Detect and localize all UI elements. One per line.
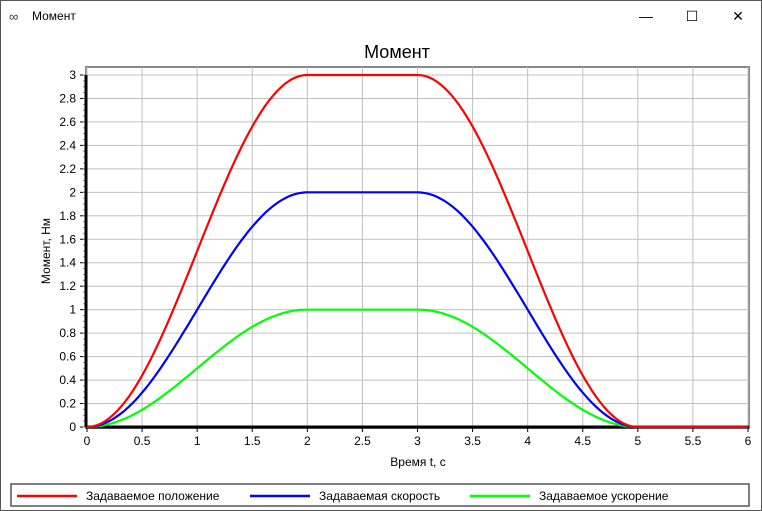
y-tick-label: 2.8	[59, 91, 76, 105]
x-tick-label: 2	[304, 434, 311, 448]
y-tick-label: 1.6	[59, 232, 76, 246]
y-tick-label: 1.8	[59, 209, 76, 223]
x-tick-label: 3.5	[464, 434, 481, 448]
x-tick-label: 1	[194, 434, 201, 448]
y-tick-label: 2.6	[59, 115, 76, 129]
y-tick-label: 0.8	[59, 326, 76, 340]
y-tick-label: 2.2	[59, 162, 76, 176]
title-bar: ∞ Момент — ☐ ✕	[1, 1, 761, 32]
x-tick-label: 6	[745, 434, 752, 448]
app-link-icon: ∞	[9, 9, 19, 24]
x-tick-label: 4	[524, 434, 531, 448]
series-line	[86, 73, 748, 429]
x-tick-label: 0.5	[134, 434, 151, 448]
x-tick-label: 5.5	[685, 434, 702, 448]
y-tick-label: 3	[69, 68, 76, 82]
x-axis-label: Время t, с	[390, 455, 445, 469]
y-tick-label: 1.4	[59, 256, 76, 270]
y-tick-label: 2.4	[59, 138, 76, 152]
x-tick-label: 1.5	[244, 434, 261, 448]
chart-title: Момент	[364, 42, 430, 62]
close-button[interactable]: ✕	[732, 8, 744, 24]
y-tick-label: 2	[69, 185, 76, 199]
x-tick-label: 3	[414, 434, 421, 448]
y-tick-label: 0	[69, 420, 76, 434]
legend-label: Задаваемое ускорение	[539, 489, 669, 503]
y-axis-label: Момент, Нм	[39, 218, 53, 284]
maximize-button[interactable]: ☐	[685, 8, 699, 24]
legend	[10, 483, 750, 507]
x-tick-label: 4.5	[574, 434, 591, 448]
minimize-button[interactable]: —	[639, 8, 653, 24]
window-title: Момент	[32, 9, 76, 23]
legend-label: Задаваемое положение	[86, 489, 220, 503]
x-tick-label: 5	[634, 434, 641, 448]
y-tick-label: 1.2	[59, 279, 76, 293]
y-tick-label: 0.6	[59, 350, 76, 364]
y-tick-label: 1	[69, 303, 76, 317]
y-tick-label: 0.4	[59, 373, 76, 387]
x-tick-label: 2.5	[354, 434, 371, 448]
y-tick-label: 0.2	[59, 397, 76, 411]
x-tick-label: 0	[84, 434, 91, 448]
legend-label: Задаваемая скорость	[319, 489, 440, 503]
